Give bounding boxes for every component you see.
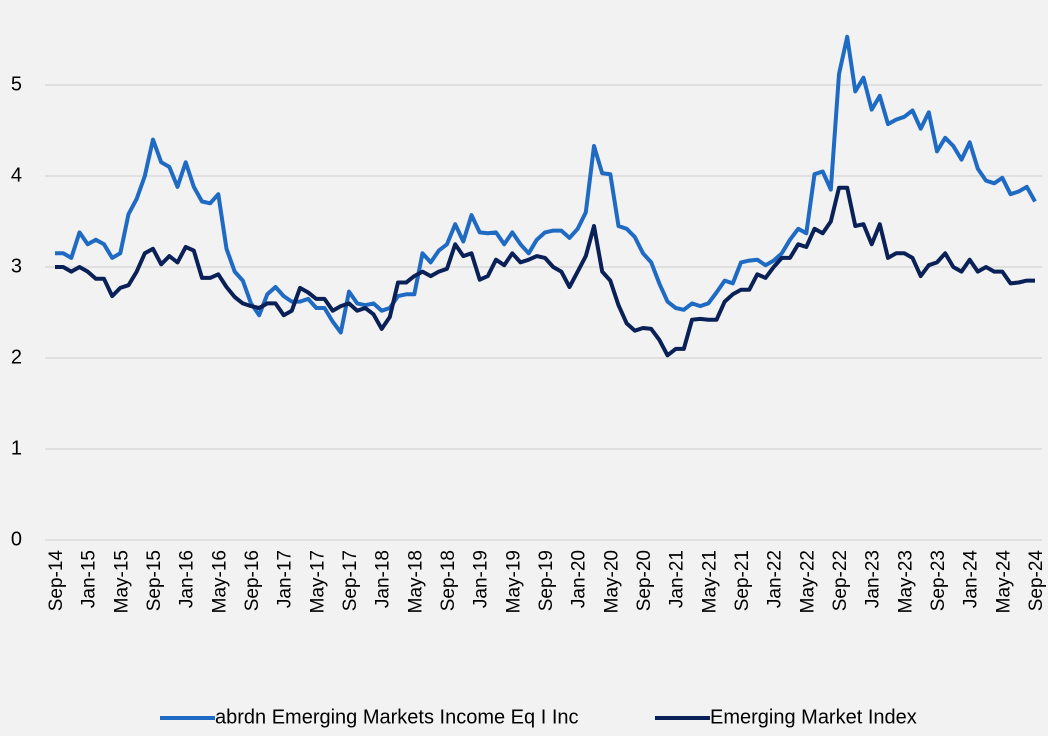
legend-label: abrdn Emerging Markets Income Eq I Inc <box>215 706 579 728</box>
x-tick-label: Jan-21 <box>667 550 688 608</box>
x-tick-label: Jan-20 <box>569 550 590 608</box>
x-tick-label: Jan-17 <box>275 550 296 608</box>
x-tick-label: Sep-17 <box>340 550 361 611</box>
series-line <box>55 185 1035 358</box>
x-tick-label: Jan-19 <box>471 550 492 608</box>
x-tick-label: May-19 <box>503 550 524 613</box>
x-tick-label: Sep-16 <box>242 550 263 611</box>
x-tick-label: Jan-23 <box>863 550 884 608</box>
x-tick-label: Sep-24 <box>1026 550 1047 612</box>
y-tick-label: 0 <box>11 528 22 550</box>
x-tick-label: Sep-20 <box>634 550 655 611</box>
y-tick-label: 2 <box>11 346 22 368</box>
x-tick-label: Jan-24 <box>961 550 982 609</box>
x-tick-label: May-16 <box>209 550 230 613</box>
x-tick-label: Sep-22 <box>830 550 851 611</box>
x-tick-label: May-21 <box>699 550 720 613</box>
x-tick-label: Jan-22 <box>765 550 786 608</box>
x-tick-label: Jan-15 <box>79 550 100 608</box>
x-tick-label: Sep-15 <box>144 550 165 611</box>
x-tick-label: Sep-19 <box>536 550 557 611</box>
x-tick-label: Jan-18 <box>373 550 394 608</box>
series-line <box>55 34 1037 335</box>
y-tick-label: 1 <box>11 437 22 459</box>
legend-label: Emerging Market Index <box>710 706 917 728</box>
x-tick-label: Jan-16 <box>177 550 198 608</box>
x-tick-label: Sep-21 <box>732 550 753 611</box>
y-tick-label: 3 <box>11 255 22 277</box>
x-tick-label: Sep-23 <box>928 550 949 611</box>
x-tick-label: Sep-14 <box>46 550 67 612</box>
y-tick-label: 4 <box>11 164 22 186</box>
x-tick-label: May-20 <box>601 550 622 613</box>
x-tick-label: May-22 <box>797 550 818 613</box>
x-tick-label: May-15 <box>111 550 132 613</box>
x-tick-label: Sep-18 <box>438 550 459 611</box>
y-tick-label: 5 <box>11 73 22 95</box>
x-tick-label: May-17 <box>307 550 328 613</box>
x-tick-label: May-23 <box>895 550 916 613</box>
x-tick-label: May-18 <box>405 550 426 613</box>
y-tick-label: 6 <box>11 0 22 4</box>
x-tick-label: May-24 <box>993 550 1014 614</box>
